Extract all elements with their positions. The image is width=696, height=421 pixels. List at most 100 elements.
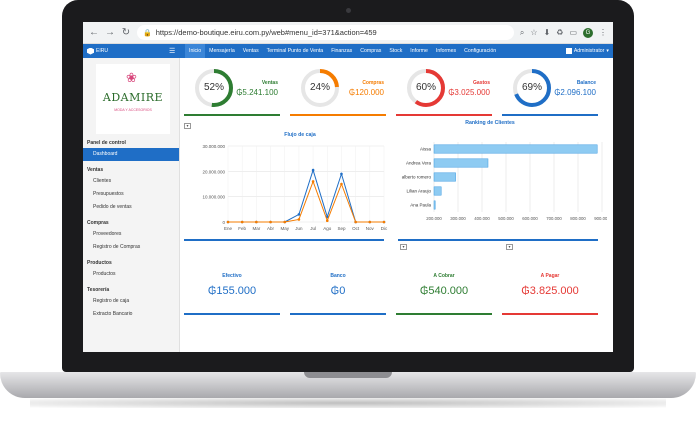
top-menu: Inicio Mensajería Ventas Terminal Punto de … (185, 44, 564, 58)
line-point-1-0 (226, 220, 230, 224)
bar-label-4: Ana Paula (410, 203, 431, 208)
kpi-ring-fill-0 (195, 69, 233, 107)
bar-xtick-3: 500.000 (498, 216, 514, 221)
more-icon[interactable]: ⋮ (599, 28, 607, 37)
total-value-0: ₲155.000 (207, 285, 257, 297)
line-point-1-9 (354, 220, 357, 224)
sidebar-item-4-0[interactable]: Registro de caja (93, 298, 130, 304)
kpi-percent-2: 60% (415, 82, 436, 93)
collapse-button[interactable]: ▾ (184, 123, 191, 129)
line-ytick-1: 10.000.000 (202, 195, 225, 200)
sidebar-item-1-1[interactable]: Presupuestos (93, 191, 124, 197)
sidebar-item-0-0[interactable]: Dashboard (83, 148, 179, 161)
laptop-notch (304, 372, 392, 378)
forward-icon[interactable]: → (105, 27, 115, 38)
zoom-icon[interactable]: ⌕ (519, 27, 525, 37)
line-point-1-10 (368, 220, 372, 224)
bar-xtick-2: 400.000 (474, 216, 490, 221)
bar-xtick-0: 200.000 (426, 216, 442, 221)
cashflow-chart: 0 10.000.000 20.000.000 30.000.000 Ene Feb Mar… (202, 144, 388, 231)
line-xtick-5: Jun (295, 226, 303, 231)
collapse-button-2[interactable]: ▾ (400, 244, 407, 250)
line-point-0-5 (297, 213, 301, 216)
menu-item-0[interactable]: Inicio (185, 44, 206, 58)
total-title-1: Banco (330, 273, 346, 279)
recycle-icon[interactable]: ♻ (556, 28, 564, 37)
profile-avatar[interactable]: G (583, 27, 593, 38)
bar-xtick-4: 600.000 (522, 216, 538, 221)
url-text: https://demo-boutique.eiru.com.py/web#me… (155, 28, 377, 37)
brand[interactable]: EIRU (87, 47, 167, 55)
line-xtick-10: Nov (366, 226, 375, 231)
kpi-underline-0 (184, 114, 280, 116)
caret-down-icon: ▾ (606, 48, 609, 54)
user-menu[interactable]: Administrator ▾ (565, 48, 609, 54)
menu-item-9[interactable]: Configuración (464, 48, 497, 54)
collapse-button-3[interactable]: ▾ (506, 244, 513, 250)
bar-label-0: Aissa (420, 147, 432, 152)
kpi-card-2: 60% Gastos ₲3.025.000 (396, 64, 492, 116)
brand-name: EIRU (96, 48, 108, 54)
sidebar-item-1-0[interactable]: Clientes (93, 178, 112, 184)
sidebar-item-3-0[interactable]: Productos (93, 271, 116, 277)
bar-2 (433, 172, 456, 182)
kpi-value-1: ₲120.000 (348, 88, 384, 97)
back-icon[interactable]: ← (89, 27, 99, 38)
menu-item-3[interactable]: Terminal Punto de Venta (266, 48, 324, 54)
total-title-3: A Pagar (540, 273, 560, 279)
total-underline-0 (184, 313, 280, 315)
menu-item-2[interactable]: Ventas (242, 48, 259, 54)
extension-icon[interactable]: ⬇ (543, 28, 551, 37)
ranking-title: Ranking de Clientes (465, 120, 515, 126)
bar-4 (433, 200, 436, 210)
ranking-underline (398, 239, 598, 241)
flower-icon: ❀ (126, 70, 137, 85)
kpi-title-3: Balance (576, 80, 596, 86)
menu-item-8[interactable]: Informes (435, 48, 457, 54)
line-xtick-2: Mar (252, 226, 260, 231)
total-underline-2 (396, 313, 492, 315)
sidebar-section-1: Ventas (87, 167, 104, 173)
menu-item-4[interactable]: Finanzas (331, 48, 353, 54)
star-icon[interactable]: ☆ (530, 28, 538, 37)
kpi-ring-fill-1 (301, 69, 339, 107)
sidebar-item-2-0[interactable]: Proveedores (93, 231, 122, 237)
bar-xtick-1: 300.000 (450, 216, 466, 221)
laptop-shadow (30, 398, 666, 408)
hamburger-icon[interactable]: ☰ (169, 48, 176, 55)
cast-icon[interactable]: ▭ (569, 28, 577, 37)
line-point-1-5 (297, 218, 301, 221)
dashboard: 52% Ventas ₲5.241.100 24% Compras ₲120.000 60%… (180, 58, 613, 352)
menu-item-6[interactable]: Stock (389, 48, 403, 54)
kpi-title-0: Ventas (261, 80, 278, 86)
menu-item-7[interactable]: Informe (410, 48, 428, 54)
browser-toolbar: ← → ↻ 🔒 https://demo-boutique.eiru.com.p… (83, 22, 613, 44)
sidebar-section-4: Tesorería (87, 287, 110, 293)
total-card-1: Banco ₲0 (290, 273, 386, 315)
line-xtick-1: Feb (238, 226, 246, 231)
kpi-underline-1 (290, 114, 386, 116)
total-value-3: ₲3.825.000 (521, 285, 579, 297)
sidebar-menu: Panel de control Dashboard Ventas Clientes P… (83, 140, 179, 321)
sidebar-item-2-1[interactable]: Registro de Compras (93, 244, 141, 250)
line-point-0-6 (311, 168, 315, 172)
menu-item-5[interactable]: Compras (360, 48, 382, 54)
total-card-0: Efectivo ₲155.000 (184, 273, 280, 315)
kpi-ring-3 (513, 69, 551, 107)
line-ytick-0: 0 (222, 220, 225, 225)
sidebar-item-4-1[interactable]: Extracto Bancario (93, 311, 133, 317)
total-value-1: ₲0 (330, 285, 346, 297)
url-bar[interactable]: 🔒 https://demo-boutique.eiru.com.py/web#… (137, 25, 514, 40)
logo-tagline: MODA Y ACCESORIOS (114, 108, 152, 112)
line-xtick-4: May (280, 226, 289, 231)
menu-item-1[interactable]: Mensajería (209, 48, 235, 54)
user-name: Administrator (573, 48, 605, 54)
reload-icon[interactable]: ↻ (121, 27, 131, 38)
sidebar-item-1-2[interactable]: Pedido de ventas (93, 204, 132, 210)
kpi-card-1: 24% Compras ₲120.000 (290, 64, 386, 116)
bar-3 (433, 186, 442, 196)
screen: ← → ↻ 🔒 https://demo-boutique.eiru.com.p… (83, 22, 613, 352)
total-title-2: A Cobrar (433, 273, 455, 279)
line-point-1-7 (325, 219, 329, 223)
